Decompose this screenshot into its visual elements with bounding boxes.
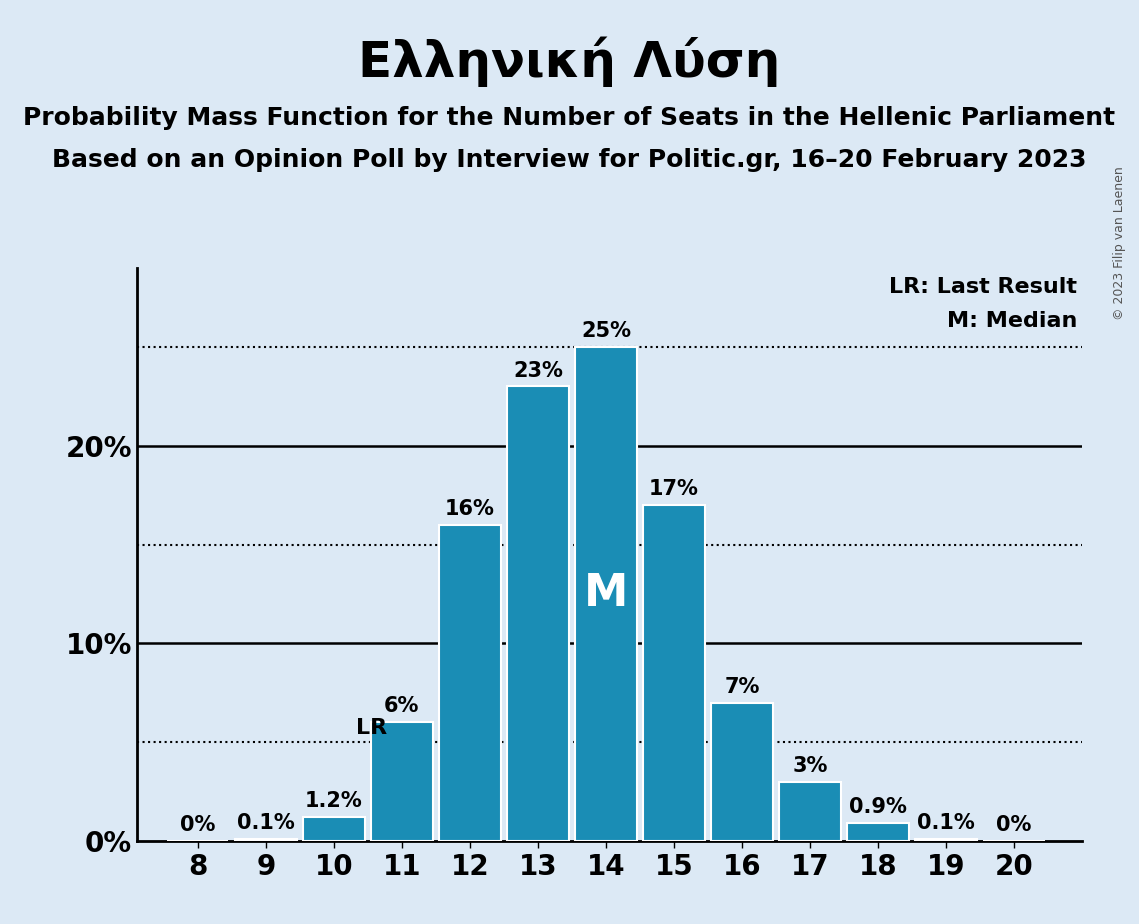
Text: LR: Last Result: LR: Last Result bbox=[890, 276, 1077, 297]
Bar bbox=[644, 505, 705, 841]
Bar bbox=[303, 817, 364, 841]
Text: Probability Mass Function for the Number of Seats in the Hellenic Parliament: Probability Mass Function for the Number… bbox=[24, 106, 1115, 130]
Text: 1.2%: 1.2% bbox=[305, 791, 363, 811]
Text: Ελληνική Λύση: Ελληνική Λύση bbox=[359, 37, 780, 88]
Text: 0.1%: 0.1% bbox=[917, 813, 975, 833]
Text: 3%: 3% bbox=[793, 756, 828, 775]
Bar bbox=[916, 839, 976, 841]
Text: 16%: 16% bbox=[445, 499, 494, 519]
Text: 0%: 0% bbox=[997, 815, 1032, 835]
Bar bbox=[371, 723, 433, 841]
Text: 0%: 0% bbox=[180, 815, 215, 835]
Bar bbox=[847, 823, 909, 841]
Text: LR: LR bbox=[355, 718, 387, 738]
Text: Based on an Opinion Poll by Interview for Politic.gr, 16–20 February 2023: Based on an Opinion Poll by Interview fo… bbox=[52, 148, 1087, 172]
Text: 25%: 25% bbox=[581, 321, 631, 341]
Text: 7%: 7% bbox=[724, 676, 760, 697]
Text: 23%: 23% bbox=[513, 360, 563, 381]
Text: 0.1%: 0.1% bbox=[237, 813, 295, 833]
Bar bbox=[575, 347, 637, 841]
Bar bbox=[712, 702, 772, 841]
Text: © 2023 Filip van Laenen: © 2023 Filip van Laenen bbox=[1113, 166, 1126, 320]
Text: 17%: 17% bbox=[649, 479, 699, 499]
Text: 6%: 6% bbox=[384, 697, 419, 716]
Text: M: M bbox=[584, 572, 628, 615]
Bar bbox=[507, 386, 568, 841]
Bar bbox=[236, 839, 296, 841]
Bar bbox=[779, 782, 841, 841]
Bar bbox=[440, 525, 500, 841]
Text: 0.9%: 0.9% bbox=[849, 797, 907, 817]
Text: M: Median: M: Median bbox=[947, 310, 1077, 331]
